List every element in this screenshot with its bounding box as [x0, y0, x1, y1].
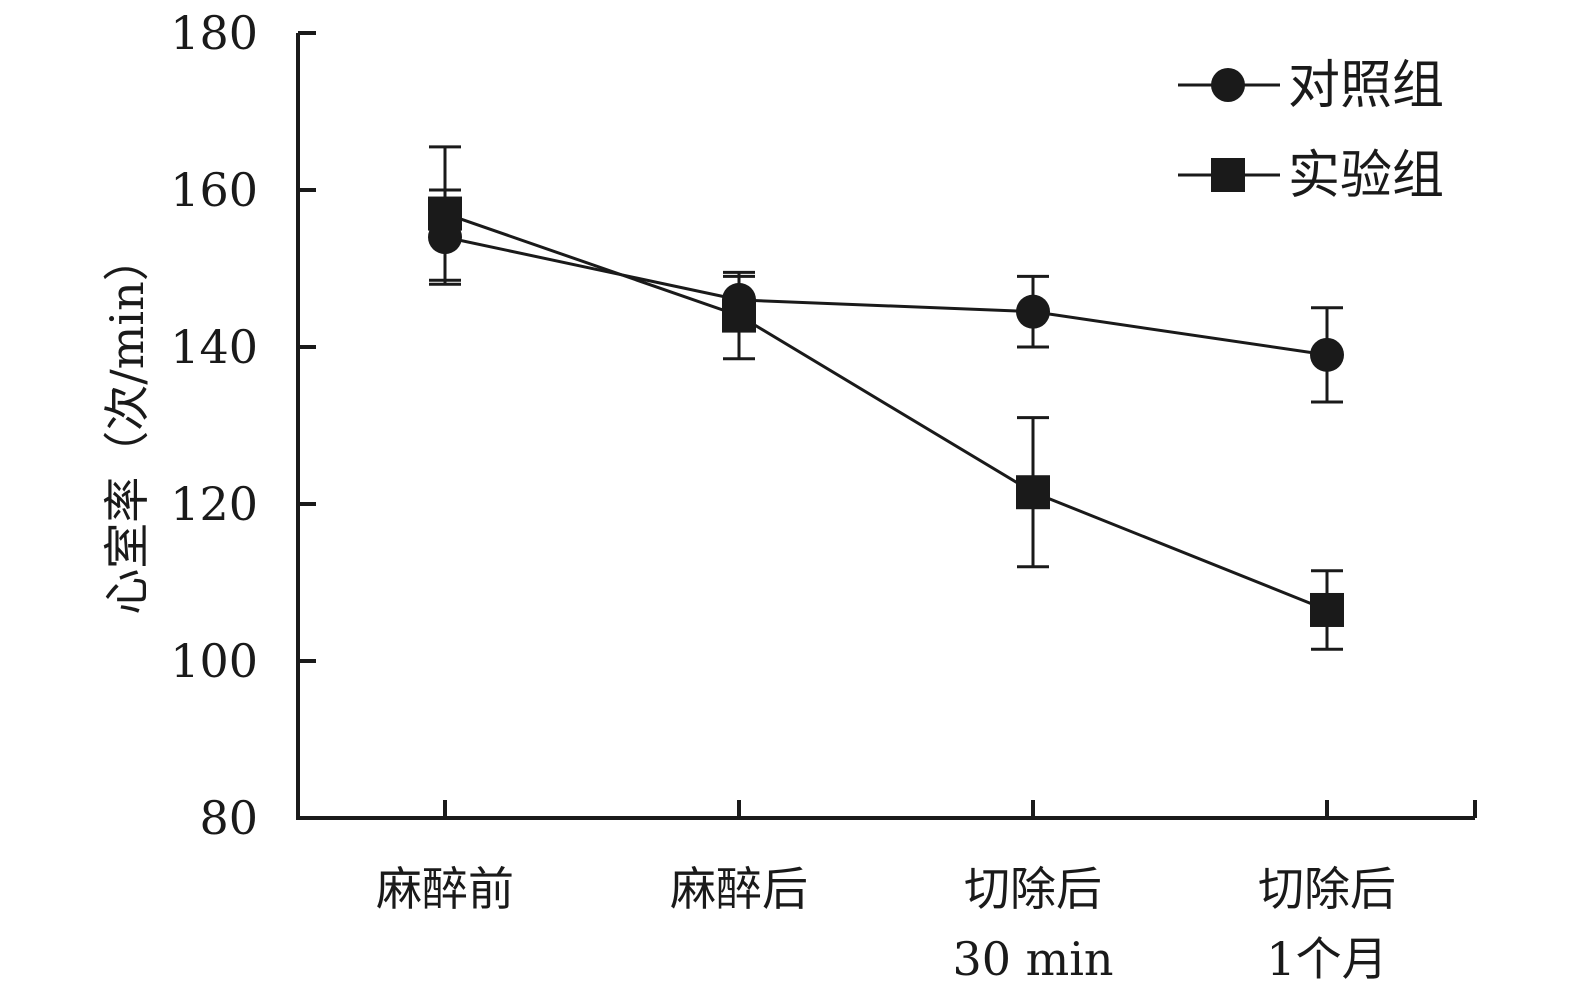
- y-axis-ticks: 80 100 120 140 160 180: [170, 6, 1477, 845]
- x-tick-label: 30 min: [952, 932, 1113, 986]
- legend-marker: [1211, 158, 1245, 192]
- data-point: [428, 196, 462, 231]
- x-tick-label: 1个月: [1266, 932, 1387, 986]
- y-tick-label: 80: [199, 791, 258, 845]
- x-tick-label: 切除后: [1258, 862, 1396, 916]
- x-tick-label: 麻醉后: [670, 862, 808, 916]
- series-line: [444, 212, 1328, 612]
- series-1: [428, 188, 1344, 404]
- y-tick-label: 120: [170, 477, 258, 531]
- data-point: [1016, 294, 1050, 329]
- y-tick-label: 100: [170, 634, 258, 688]
- series-line: [444, 235, 1328, 357]
- data-point: [1310, 337, 1344, 372]
- y-tick-label: 180: [170, 6, 258, 60]
- legend-entry: 实验组: [1178, 146, 1444, 206]
- data-point: [1016, 475, 1050, 510]
- data-point: [1310, 592, 1344, 627]
- y-tick-label: 160: [170, 163, 258, 217]
- x-axis-ticks: 麻醉前 麻醉后 切除后 30 min 切除后 1个月: [376, 800, 1396, 986]
- legend-marker: [1211, 68, 1245, 102]
- y-axis-label: 心室率（次/min）: [100, 235, 154, 614]
- y-tick-label: 140: [170, 320, 258, 374]
- legend-entry: 对照组: [1178, 56, 1444, 116]
- x-tick-label: 切除后: [964, 862, 1102, 916]
- legend-label: 实验组: [1288, 146, 1444, 206]
- x-tick-label: 麻醉前: [376, 862, 514, 916]
- legend-label: 对照组: [1288, 56, 1444, 116]
- series-2: [428, 145, 1344, 651]
- data-point: [722, 298, 756, 333]
- series-layer: [428, 145, 1344, 651]
